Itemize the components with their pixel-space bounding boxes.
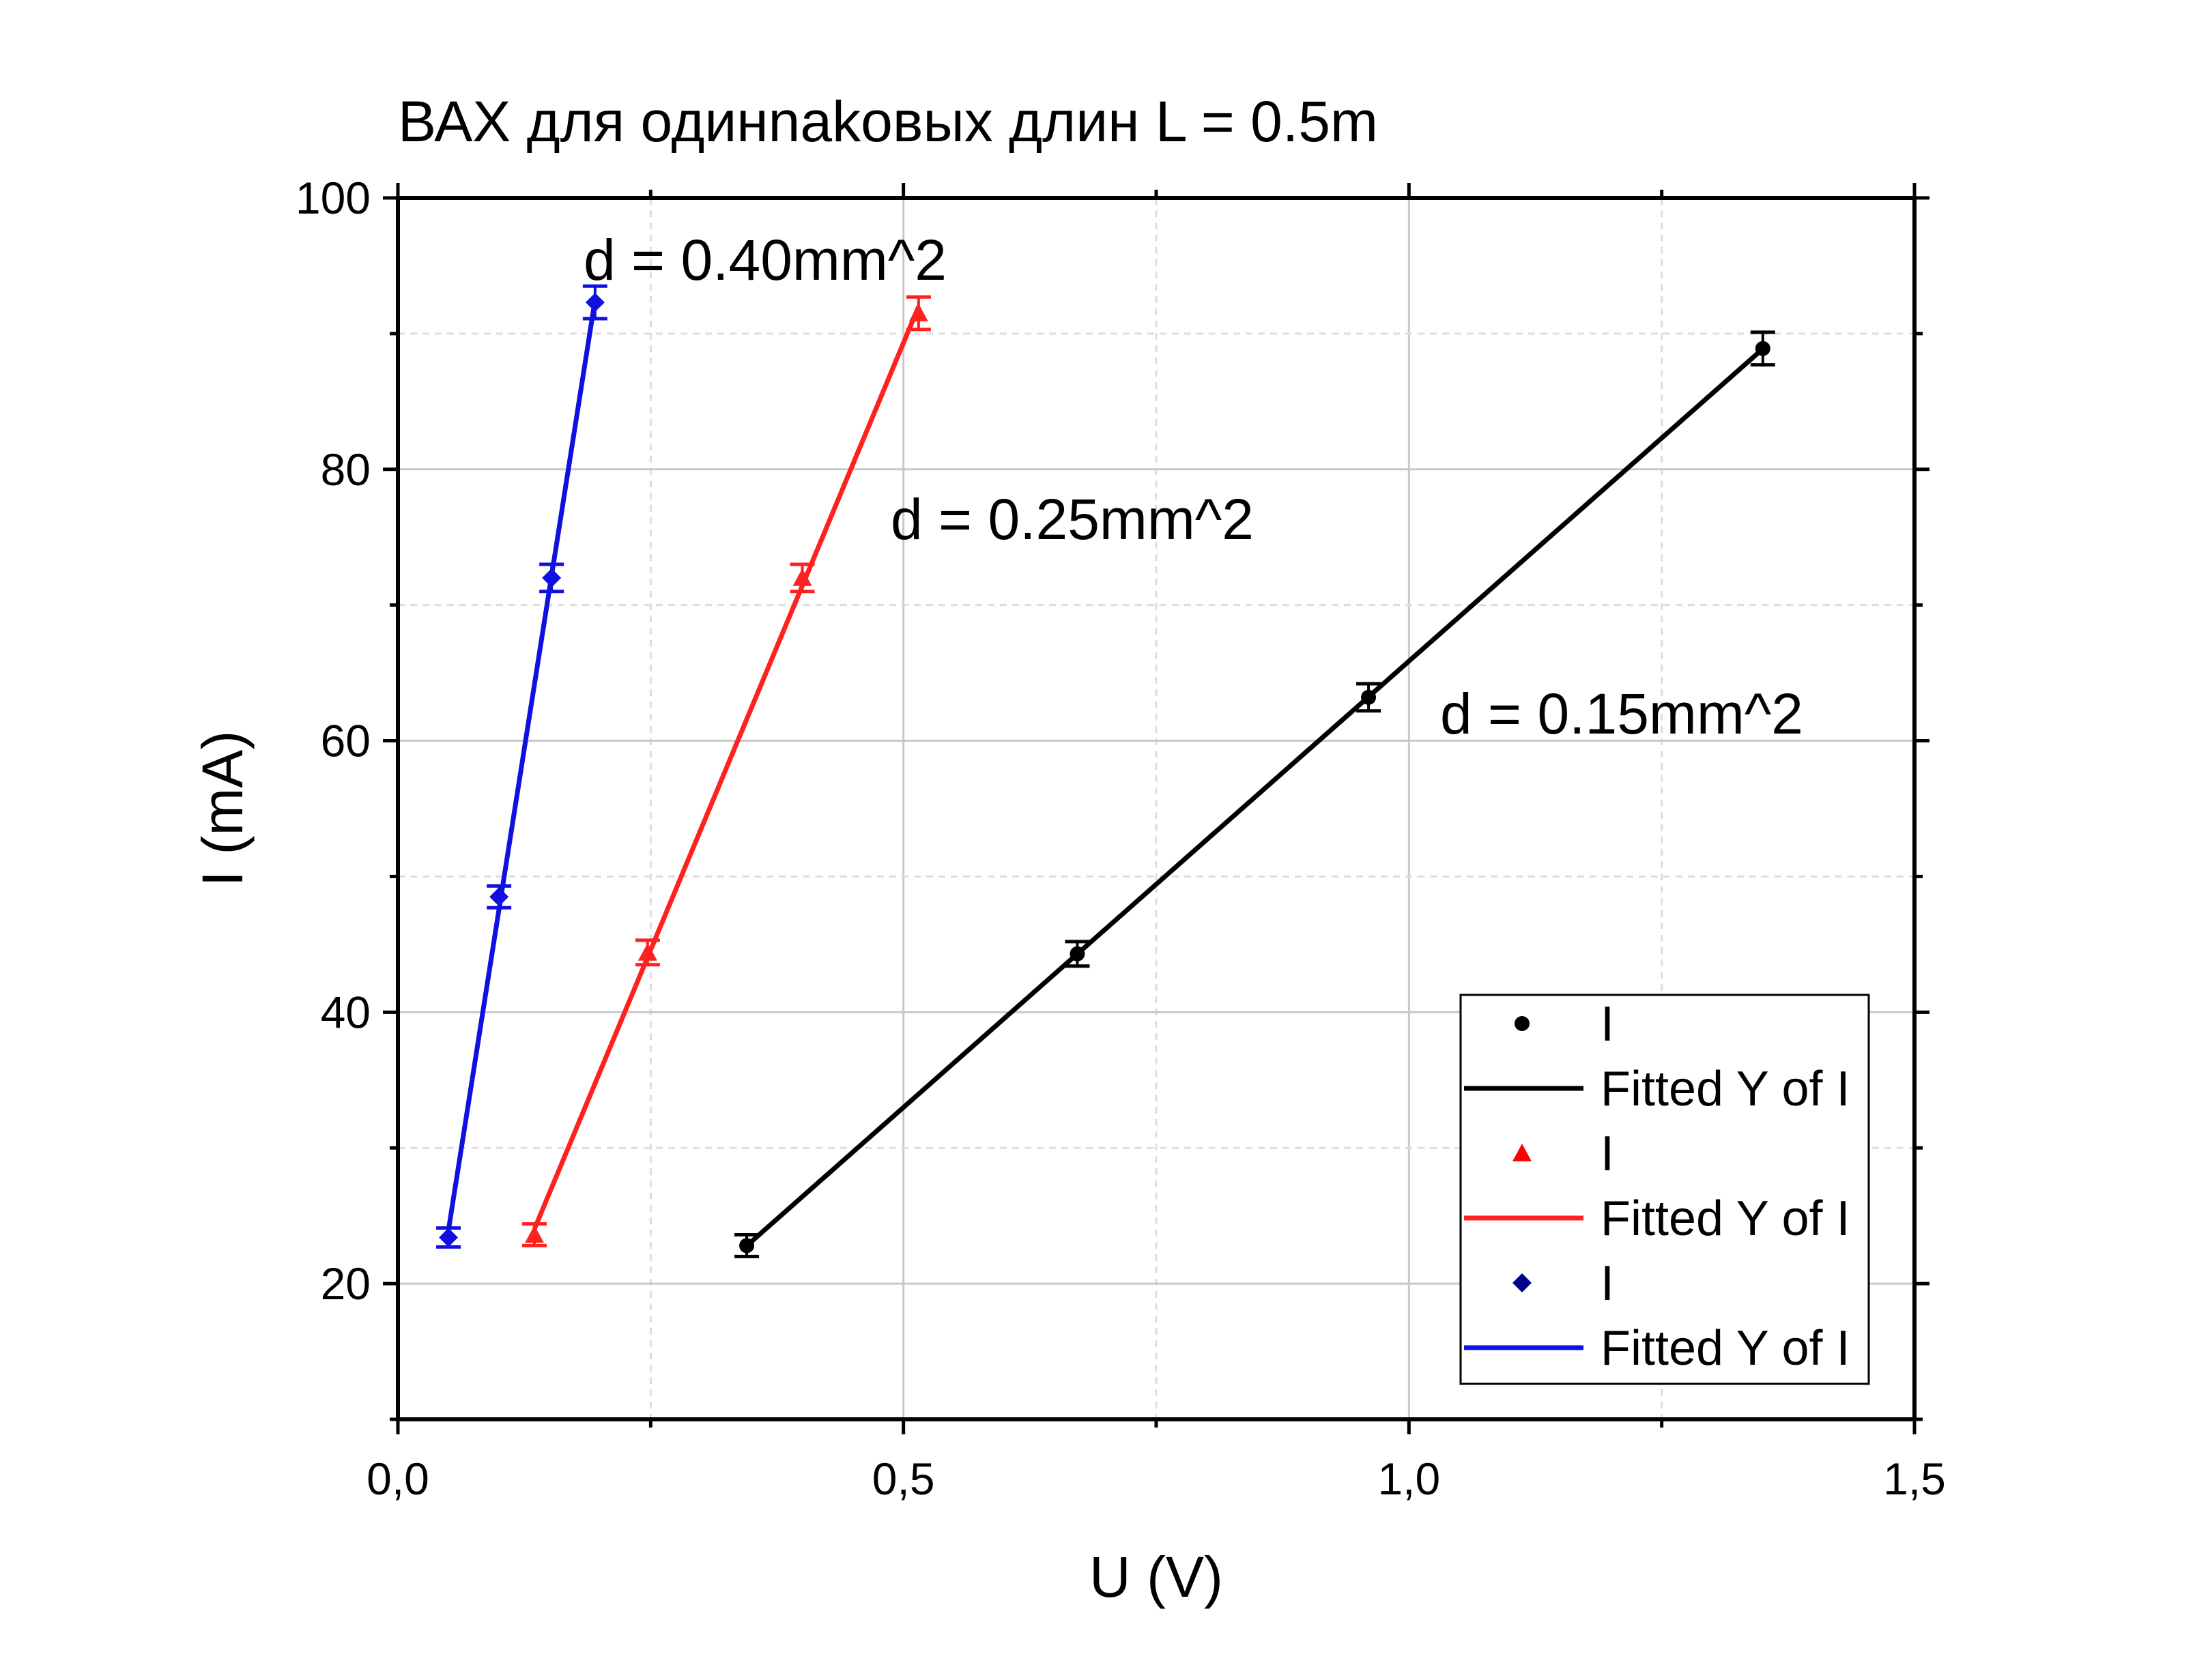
series-2: [436, 284, 607, 1249]
y-axis-title: I (mA): [190, 731, 255, 887]
grid: [398, 198, 1914, 1419]
legend-label: Fitted Y of I: [1601, 1321, 1850, 1376]
data-point: [1361, 689, 1377, 705]
y-tick-label: 60: [321, 716, 371, 766]
legend-label: I: [1601, 997, 1614, 1052]
data-point: [524, 1225, 544, 1243]
x-tick-label: 1,0: [1377, 1453, 1440, 1504]
legend-label: I: [1601, 1256, 1614, 1311]
data-point: [1755, 341, 1770, 356]
series-1: [521, 295, 931, 1247]
data-point: [439, 1228, 459, 1247]
data-point: [542, 568, 562, 588]
data-point: [585, 293, 605, 313]
legend-marker-0: [1515, 1016, 1530, 1031]
data-point: [489, 887, 509, 907]
legend-box: [1459, 994, 1870, 1385]
ticks: 0,0 0,5 1,0 1,5 20 40 60 80 100: [296, 173, 1946, 1504]
annotation-d040: d = 0.40mm^2: [584, 228, 947, 292]
series-0: [734, 330, 1775, 1258]
y-tick-label: 40: [321, 987, 371, 1037]
legend-label: I: [1601, 1127, 1614, 1181]
x-tick-label: 0,0: [367, 1453, 429, 1504]
annotation-d015: d = 0.15mm^2: [1440, 682, 1803, 746]
data-point: [637, 942, 657, 961]
chart-title: ВАХ для одинnakовых длин L = 0.5m: [398, 89, 1378, 154]
fit-line-0: [745, 347, 1765, 1248]
annotation-d025: d = 0.25mm^2: [891, 487, 1254, 551]
x-axis-title: U (V): [1089, 1545, 1223, 1609]
fit-line-1: [532, 305, 921, 1230]
data-point: [739, 1238, 755, 1254]
legend-marker-1: [1512, 1144, 1532, 1161]
x-tick-label: 0,5: [872, 1453, 935, 1504]
y-tick-label: 80: [321, 444, 371, 495]
legend-label: Fitted Y of I: [1601, 1191, 1850, 1246]
data-point: [908, 304, 928, 321]
y-tick-label: 100: [296, 173, 371, 223]
series-layer: [436, 284, 1775, 1258]
legend: I Fitted Y of I I Fitted Y of I I Fitted Y of…: [1459, 994, 1870, 1385]
x-tick-label: 1,5: [1883, 1453, 1946, 1504]
y-tick-label: 20: [321, 1258, 371, 1309]
data-point: [1070, 946, 1085, 961]
fit-line-2: [446, 299, 598, 1231]
legend-label: Fitted Y of I: [1601, 1062, 1850, 1116]
data-point: [792, 568, 812, 586]
legend-marker-2: [1512, 1273, 1532, 1292]
